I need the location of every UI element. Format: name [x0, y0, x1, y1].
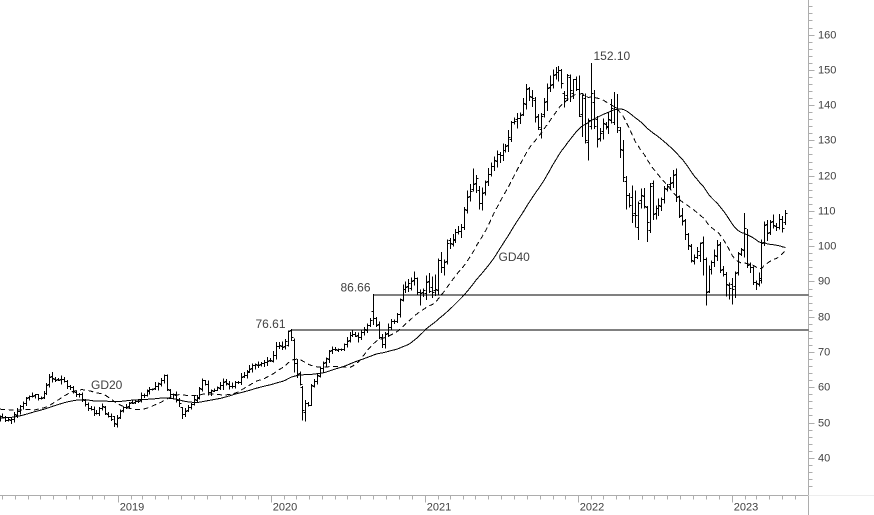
svg-text:50: 50	[818, 418, 830, 430]
svg-text:GD20: GD20	[91, 378, 123, 392]
svg-text:70: 70	[818, 347, 830, 359]
svg-text:2019: 2019	[120, 502, 144, 514]
svg-text:2020: 2020	[273, 502, 297, 514]
svg-text:110: 110	[818, 206, 836, 218]
svg-text:2022: 2022	[580, 502, 604, 514]
svg-text:140: 140	[818, 100, 836, 112]
svg-text:80: 80	[818, 312, 830, 324]
svg-text:90: 90	[818, 276, 830, 288]
svg-text:86.66: 86.66	[341, 281, 371, 295]
svg-text:2023: 2023	[734, 502, 758, 514]
svg-text:160: 160	[818, 30, 836, 42]
svg-text:120: 120	[818, 171, 836, 183]
svg-text:GD40: GD40	[499, 250, 531, 264]
svg-text:40: 40	[818, 453, 830, 465]
svg-text:76.61: 76.61	[256, 317, 286, 331]
svg-text:100: 100	[818, 241, 836, 253]
svg-text:150: 150	[818, 65, 836, 77]
svg-text:152.10: 152.10	[594, 49, 631, 63]
svg-text:2021: 2021	[427, 502, 451, 514]
svg-text:130: 130	[818, 135, 836, 147]
svg-text:60: 60	[818, 382, 830, 394]
